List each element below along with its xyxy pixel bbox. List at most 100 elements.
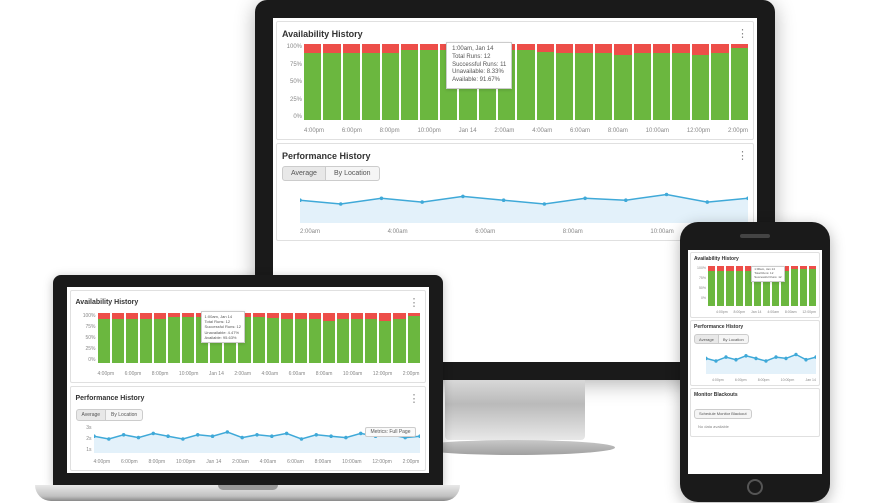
chart-bar[interactable] (653, 44, 670, 120)
chart-bar[interactable] (98, 313, 110, 363)
chart-bar[interactable] (379, 313, 391, 363)
chart-bar[interactable] (182, 313, 194, 363)
panel-menu-icon[interactable]: ⋮ (737, 27, 748, 40)
chart-bar[interactable] (692, 44, 709, 120)
tooltip-avail: Available: 95.63% (205, 335, 241, 340)
x-tick: 8:00pm (380, 128, 400, 134)
chart-bar[interactable] (304, 44, 321, 120)
chart-bar[interactable] (323, 44, 340, 120)
chart-bar[interactable] (731, 44, 748, 120)
performance-title: Performance History (282, 151, 371, 161)
chart-bar[interactable] (420, 44, 437, 120)
y-tick: 0% (694, 296, 706, 300)
x-tick: 2:00am (232, 459, 249, 465)
chart-bar[interactable] (711, 44, 728, 120)
chart-bar[interactable] (382, 44, 399, 120)
chart-bar[interactable] (337, 313, 349, 363)
tab-average[interactable]: Average (76, 409, 107, 421)
phone-screen: Availability History 100% 75% 50% 0% 1:0… (688, 250, 822, 474)
x-axis: 4:00pm8:00pmJan 144:00am8:00am12:00pm (716, 310, 816, 314)
chart-bar[interactable] (595, 44, 612, 120)
y-tick: 2s (76, 436, 92, 442)
chart-bar[interactable] (575, 44, 592, 120)
x-tick: 10:00am (646, 128, 669, 134)
chart-bar[interactable] (362, 44, 379, 120)
x-tick: 10:00am (650, 229, 673, 235)
chart-bar[interactable] (267, 313, 279, 363)
y-axis: 100% 75% 50% 0% (694, 266, 706, 300)
metrics-badge[interactable]: Metrics: Full Page (365, 427, 415, 437)
chart-bar[interactable] (556, 44, 573, 120)
x-tick: 4:00pm (98, 371, 115, 377)
chart-bar[interactable] (168, 313, 180, 363)
chart-bar[interactable] (112, 313, 124, 363)
chart-bar[interactable] (309, 313, 321, 363)
chart-bar[interactable] (323, 313, 335, 363)
chart-bar[interactable] (408, 313, 420, 363)
laptop-base (35, 485, 460, 501)
chart-bar[interactable] (726, 266, 733, 306)
chart-bar[interactable] (672, 44, 689, 120)
x-tick: 4:00pm (94, 459, 111, 465)
performance-title: Performance History (76, 395, 145, 402)
panel-header: Performance History (694, 324, 816, 330)
x-tick: 2:00pm (728, 128, 748, 134)
availability-title: Availability History (694, 256, 739, 262)
panel-menu-icon[interactable]: ⋮ (409, 392, 420, 405)
chart-bar[interactable] (140, 313, 152, 363)
y-tick: 50% (282, 79, 302, 85)
phone-home-button[interactable] (747, 479, 763, 495)
chart-bar[interactable] (281, 313, 293, 363)
chart-bar[interactable] (791, 266, 798, 306)
chart-bar[interactable] (517, 44, 534, 120)
chart-bar[interactable] (614, 44, 631, 120)
chart-bar[interactable] (351, 313, 363, 363)
y-tick: 75% (282, 62, 302, 68)
x-tick: Jan 14 (206, 459, 221, 465)
tab-average[interactable]: Average (694, 334, 719, 344)
x-tick: 6:00pm (121, 459, 138, 465)
phone-bezel: Availability History 100% 75% 50% 0% 1:0… (680, 222, 830, 502)
x-tick: Jan 14 (209, 371, 224, 377)
x-axis: 4:00pm6:00pm8:00pm10:00pmJan 142:00am4:0… (98, 371, 420, 377)
chart-bar[interactable] (708, 266, 715, 306)
chart-bar[interactable] (634, 44, 651, 120)
chart-bar[interactable] (126, 313, 138, 363)
y-tick: 1s (76, 447, 92, 453)
chart-bar[interactable] (343, 44, 360, 120)
y-tick: 75% (76, 324, 96, 330)
panel-menu-icon[interactable]: ⋮ (409, 296, 420, 309)
performance-tabs: Average By Location (76, 409, 420, 421)
laptop: Availability History ⋮ 100% 75% 50% 25% … (35, 275, 460, 503)
x-tick: 10:00am (343, 371, 362, 377)
x-tick: 12:00pm (372, 459, 391, 465)
panel-header: Availability History (694, 256, 816, 262)
chart-tooltip: 1:00am, Jan 14 Total Runs: 12 Successful… (446, 42, 512, 89)
chart-bar[interactable] (809, 266, 816, 306)
chart-bar[interactable] (800, 266, 807, 306)
chart-bar[interactable] (154, 313, 166, 363)
tab-average[interactable]: Average (282, 166, 326, 181)
chart-bar[interactable] (253, 313, 265, 363)
chart-bar[interactable] (537, 44, 554, 120)
tab-by-location[interactable]: By Location (106, 409, 143, 421)
chart-bar[interactable] (393, 313, 405, 363)
panel-header: Performance History ⋮ (76, 392, 420, 405)
y-tick: 0% (76, 357, 96, 363)
chart-bar[interactable] (717, 266, 724, 306)
chart-bar[interactable] (365, 313, 377, 363)
chart-tooltip: 1:00am, Jan 14 Total Runs: 12 Successful… (751, 266, 784, 282)
schedule-blackout-button[interactable]: Schedule Monitor Blackout (694, 409, 752, 419)
chart-bar[interactable] (401, 44, 418, 120)
panel-menu-icon[interactable]: ⋮ (737, 149, 748, 162)
availability-chart: 100% 75% 50% 25% 0% 1:00am, Jan 14 Total… (282, 44, 748, 134)
availability-title: Availability History (76, 299, 139, 306)
chart-bar[interactable] (736, 266, 743, 306)
tab-by-location[interactable]: By Location (719, 334, 749, 344)
availability-title: Availability History (282, 29, 363, 39)
line-x-axis: 4:00pm6:00pm8:00pm10:00pmJan 142:00am4:0… (94, 459, 420, 465)
tab-by-location[interactable]: By Location (326, 166, 380, 181)
performance-chart: 4:00pm6:00pm8:00pm10:00pmJan 14 (694, 348, 816, 382)
availability-chart: 100% 75% 50% 0% 1:00am, Jan 14 Total Run… (694, 266, 816, 314)
chart-bar[interactable] (295, 313, 307, 363)
